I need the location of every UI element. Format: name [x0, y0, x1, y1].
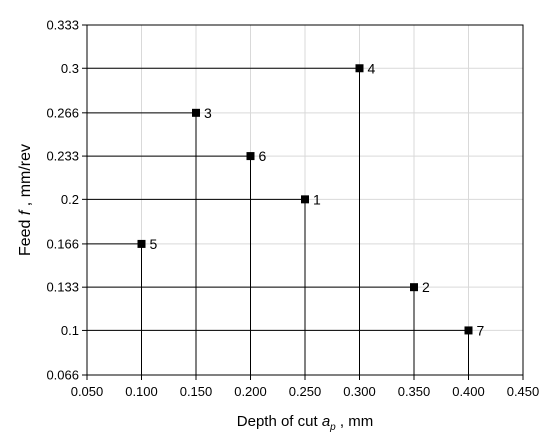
- x-tick-label: 0.350: [398, 384, 431, 399]
- y-tick-label: 0.3: [61, 61, 79, 76]
- x-axis-title-main: Depth of cut: [237, 413, 322, 430]
- x-axis-title-symbol: a: [322, 413, 330, 430]
- x-axis-title-subscript: p: [329, 422, 336, 433]
- drop-lines: [87, 67, 469, 375]
- x-tick-label: 0.100: [125, 384, 158, 399]
- data-point-3: [192, 108, 200, 117]
- y-tick-label: 0.233: [46, 149, 79, 164]
- y-tick-label: 0.133: [46, 280, 79, 295]
- point-labels: 1 2 3 4 5 6 7: [150, 60, 485, 338]
- x-tick-label: 0.250: [289, 384, 322, 399]
- x-tick-label: 0.300: [343, 384, 376, 399]
- data-point-7: [464, 326, 473, 335]
- data-point-6: [246, 152, 255, 161]
- data-point-label-7: 7: [477, 322, 485, 338]
- y-axis-title-symbol: f: [17, 209, 34, 215]
- data-point-label-4: 4: [368, 60, 376, 76]
- data-point-label-3: 3: [204, 105, 212, 121]
- y-tick-label: 0.266: [46, 105, 79, 120]
- data-point-label-5: 5: [150, 236, 158, 252]
- y-axis-title-unit: , mm/rev: [17, 144, 34, 211]
- y-tick-label: 0.166: [46, 236, 79, 251]
- y-axis-title: Feed f , mm/rev: [17, 144, 34, 256]
- x-tick-label: 0.050: [71, 384, 104, 399]
- y-axis-title-main: Feed: [17, 215, 34, 256]
- x-axis-title: Depth of cut ap , mm: [237, 413, 373, 433]
- y-tick-label: 0.2: [61, 192, 79, 207]
- markers: [137, 64, 473, 335]
- y-tick-label: 0.066: [46, 368, 79, 383]
- x-tick-label: 0.450: [507, 384, 540, 399]
- y-axis: 0.066 0.1 0.133 0.166 0.2 0.233 0.266 0.3 0.333: [46, 18, 87, 383]
- y-tick-label: 0.333: [46, 18, 79, 33]
- data-point-5: [137, 239, 146, 248]
- x-axis-title-unit: , mm: [336, 413, 374, 430]
- data-point-label-2: 2: [422, 279, 430, 295]
- x-axis: 0.050 0.100 0.150 0.200 0.250 0.300 0.350 0.400…: [71, 375, 540, 399]
- data-point-label-6: 6: [259, 148, 267, 164]
- data-point-4: [355, 64, 364, 73]
- x-tick-label: 0.400: [452, 384, 485, 399]
- y-tick-label: 0.1: [61, 323, 79, 338]
- x-tick-label: 0.200: [234, 384, 267, 399]
- data-point-1: [301, 195, 309, 204]
- x-tick-label: 0.150: [180, 384, 213, 399]
- data-point-2: [410, 283, 418, 292]
- data-point-label-1: 1: [313, 191, 321, 207]
